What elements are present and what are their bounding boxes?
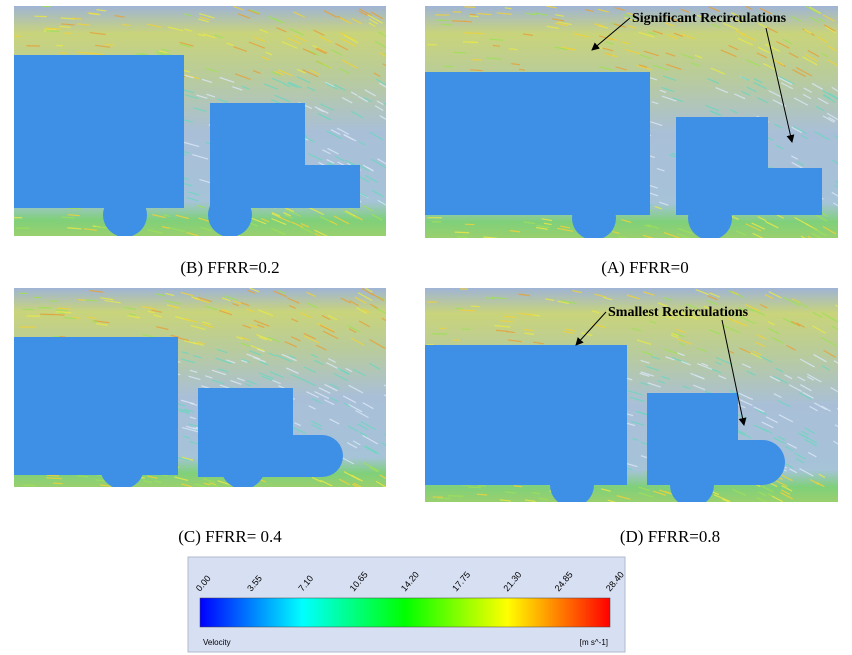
streak	[837, 408, 848, 415]
streak	[460, 310, 475, 311]
streak	[477, 494, 487, 495]
streak	[470, 70, 483, 71]
streak	[46, 478, 61, 479]
wheel	[688, 196, 732, 240]
streak	[505, 8, 512, 9]
caption: (B) FFRR=0.2	[180, 258, 279, 277]
streak	[478, 486, 486, 487]
wheel	[572, 196, 616, 240]
streak	[47, 475, 59, 476]
figure: (B) FFRR=0.2 (A) FFRR=0 (C) FFRR= 0.4 (D…	[0, 0, 852, 655]
annotation: Smallest Recirculations	[608, 305, 749, 320]
flow-panel	[425, 6, 846, 244]
streak	[468, 487, 481, 488]
colorbar-unit: [m s^-1]	[580, 638, 608, 647]
streak	[455, 232, 470, 233]
streak	[472, 60, 481, 61]
streak	[471, 306, 480, 307]
streak	[46, 31, 59, 32]
caption: (C) FFRR= 0.4	[178, 527, 282, 546]
streak	[464, 7, 475, 8]
streak	[78, 300, 86, 301]
colorbar	[200, 598, 610, 627]
streak	[452, 21, 466, 22]
colorbar-variable: Velocity	[203, 638, 231, 647]
trailer	[425, 72, 650, 215]
streak	[473, 33, 483, 34]
streak	[465, 224, 474, 225]
streak	[493, 45, 500, 46]
nose	[293, 435, 343, 477]
streak	[485, 298, 494, 299]
streak	[59, 27, 70, 28]
caption: (A) FFRR=0	[601, 258, 689, 277]
streak	[45, 28, 60, 29]
wheel	[221, 445, 265, 489]
streak	[64, 33, 70, 34]
trailer	[14, 55, 184, 208]
streak	[53, 483, 62, 484]
wheel	[670, 463, 714, 507]
flow-panel	[14, 6, 397, 239]
streak	[59, 53, 67, 54]
streak	[384, 385, 397, 393]
streak	[56, 310, 67, 311]
wheel	[103, 193, 147, 237]
caption: (D) FFRR=0.8	[620, 527, 720, 546]
nose	[768, 168, 822, 215]
streak	[469, 16, 478, 17]
trailer	[425, 345, 627, 485]
panels	[14, 6, 848, 507]
streak	[50, 314, 65, 315]
wheel	[550, 463, 594, 507]
cab	[210, 103, 305, 208]
wheel	[100, 445, 144, 489]
nose	[305, 165, 360, 208]
wheel	[208, 193, 252, 237]
annotation: Significant Recirculations	[632, 11, 787, 26]
streak	[38, 307, 52, 308]
streak	[448, 496, 463, 497]
streak	[92, 321, 98, 322]
nose	[738, 440, 785, 485]
page: (B) FFRR=0.2 (A) FFRR=0 (C) FFRR= 0.4 (D…	[0, 0, 852, 655]
streak	[463, 42, 478, 43]
flow-panel	[425, 288, 848, 507]
trailer	[14, 337, 178, 475]
streak	[519, 69, 525, 70]
streak	[453, 52, 466, 53]
streak	[838, 454, 847, 460]
flow-panel	[14, 288, 397, 491]
